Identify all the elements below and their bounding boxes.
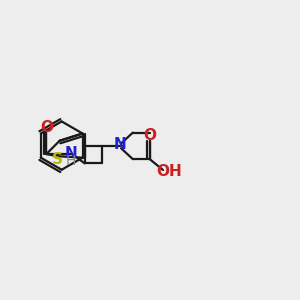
Text: N: N: [114, 137, 127, 152]
Text: OH: OH: [157, 164, 182, 179]
Text: S: S: [52, 152, 63, 167]
Text: O: O: [143, 128, 156, 143]
Text: N: N: [65, 146, 77, 161]
Text: H: H: [66, 154, 76, 168]
Text: O: O: [40, 119, 53, 134]
